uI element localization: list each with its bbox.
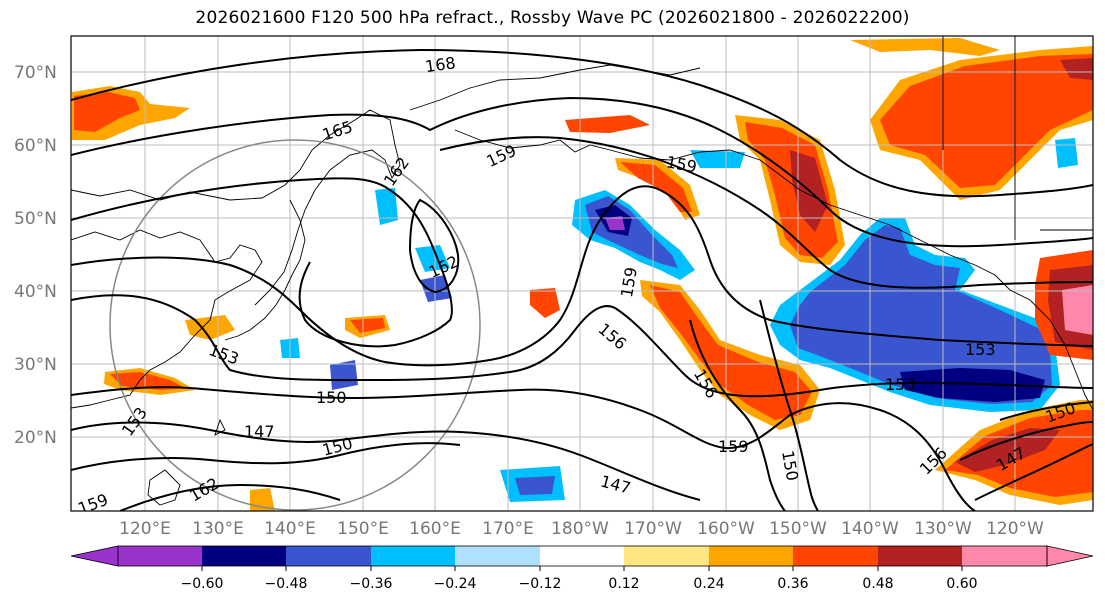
contour-label: 153 <box>965 340 996 359</box>
map-area: 168 165 162 162 159 159 159 159 156 156 … <box>71 36 1093 511</box>
colorbar-segment <box>962 546 1047 566</box>
lon-label: 130°E <box>192 519 244 539</box>
colorbar-segment <box>878 546 962 566</box>
colorbar-tick-label: −0.12 <box>519 576 562 592</box>
map-frame <box>70 35 1094 512</box>
positive-anomaly-region <box>530 288 560 318</box>
positive-anomaly-region <box>1060 58 1093 80</box>
colorbar-tick-label: 0.60 <box>946 576 977 592</box>
colorbar-tick-label: 0.24 <box>693 576 724 592</box>
contour-label: 168 <box>424 53 457 76</box>
negative-anomaly-region <box>515 476 555 495</box>
contour-label: 159 <box>718 437 749 456</box>
positive-anomaly-region <box>955 428 1060 472</box>
colorbar-segment <box>709 546 793 566</box>
longitude-labels: 120°E 130°E 140°E 150°E 160°E 170°E 180°… <box>119 519 1044 539</box>
positive-anomaly-region <box>565 115 650 133</box>
negative-anomaly-region <box>690 150 745 168</box>
colorbar-segment <box>118 546 202 566</box>
lat-label: 60°N <box>14 136 57 156</box>
lat-label: 50°N <box>14 209 57 229</box>
positive-anomaly-region <box>110 372 185 390</box>
lon-label: 150°W <box>769 519 827 539</box>
lon-label: 140°W <box>841 519 899 539</box>
positive-anomaly-region <box>850 38 1000 56</box>
colorbar-tick-label: −0.24 <box>434 576 477 592</box>
colorbar-low-extend <box>70 545 119 567</box>
lon-label: 150°E <box>337 519 389 539</box>
colorbar-segment <box>202 546 286 566</box>
colorbar-tick-label: −0.60 <box>181 576 224 592</box>
colorbar-tick-label: 0.12 <box>608 576 639 592</box>
positive-anomaly-region <box>1062 285 1093 335</box>
negative-anomaly-region <box>900 368 1045 402</box>
lat-label: 30°N <box>14 355 57 375</box>
positive-anomaly-region <box>650 285 812 420</box>
contour-label: 150 <box>316 388 347 407</box>
lat-label: 70°N <box>14 63 57 83</box>
lon-label: 180°W <box>551 519 609 539</box>
lon-label: 140°E <box>264 519 316 539</box>
colorbar-tick-label: 0.36 <box>777 576 808 592</box>
contour-label: 153 <box>885 375 916 394</box>
lon-label: 120°E <box>119 519 171 539</box>
negative-anomaly-region <box>415 245 450 272</box>
lon-label: 170°W <box>624 519 682 539</box>
negative-anomaly-region <box>420 275 452 302</box>
reference-circle <box>109 139 481 511</box>
negative-anomaly-region <box>375 188 398 225</box>
height-contours <box>71 48 1093 511</box>
lat-label: 20°N <box>14 428 57 448</box>
lat-label: 40°N <box>14 282 57 302</box>
contour-label: 147 <box>244 422 275 441</box>
lon-label: 170°E <box>482 519 534 539</box>
colorbar-tick-label: −0.48 <box>265 576 308 592</box>
colorbar-high-extend <box>1046 545 1094 567</box>
colorbar-segment <box>793 546 878 566</box>
coastlines <box>71 36 1093 506</box>
positive-anomaly-region <box>350 318 385 333</box>
colorbar-frame <box>117 545 1048 567</box>
map-title: 2026021600 F120 500 hPa refract., Rossby… <box>195 8 910 28</box>
negative-anomaly-region <box>330 360 358 390</box>
negative-anomaly-region <box>790 225 1052 404</box>
positive-anomaly-region <box>880 54 1093 188</box>
colorbar-segment <box>371 546 455 566</box>
positive-anomaly-region <box>74 92 140 132</box>
colorbar: −0.60 −0.48 −0.36 −0.24 −0.12 0.12 0.24 … <box>70 545 1094 592</box>
colorbar-segment <box>540 546 624 566</box>
colorbar-tick-label: 0.48 <box>862 576 893 592</box>
negative-anomaly-region <box>605 216 625 230</box>
lon-label: 160°E <box>409 519 461 539</box>
lon-label: 120°W <box>986 519 1044 539</box>
colorbar-segment <box>624 546 709 566</box>
lon-label: 130°W <box>914 519 972 539</box>
colorbar-tick-label: −0.36 <box>350 576 393 592</box>
colorbar-segment <box>455 546 540 566</box>
colorbar-segment <box>286 546 371 566</box>
latitude-labels: 70°N 60°N 50°N 40°N 30°N 20°N <box>14 63 57 448</box>
lon-label: 160°W <box>697 519 755 539</box>
colorbar-ticks <box>201 566 963 571</box>
negative-anomaly-region <box>1055 138 1078 168</box>
